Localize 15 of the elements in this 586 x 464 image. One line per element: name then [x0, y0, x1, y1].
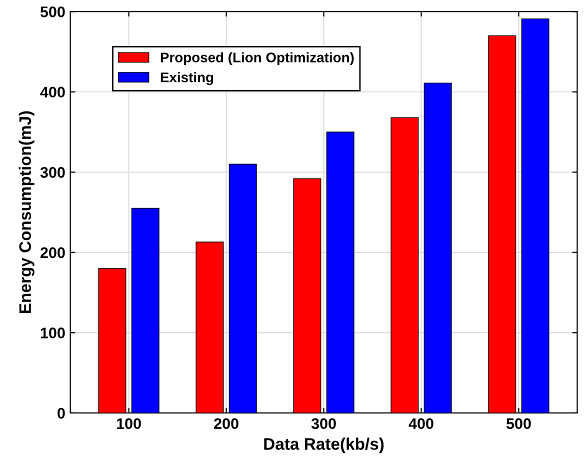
x-tick-label: 200 [214, 418, 238, 430]
x-tick-label: 400 [408, 418, 434, 430]
y-tick-label: 0 [58, 408, 65, 419]
legend-label: Existing [160, 72, 214, 86]
y-axis-title: Energy Consumption(mJ) [18, 111, 34, 314]
y-tick-label: 500 [40, 6, 65, 18]
legend-label: Proposed (Lion Optimization) [160, 52, 354, 66]
x-tick-label: 500 [506, 418, 531, 430]
x-tick-label: 100 [117, 418, 141, 430]
y-tick-label: 200 [40, 247, 65, 258]
y-tick-label: 300 [40, 167, 65, 178]
x-axis-title: Data Rate(kb/s) [264, 438, 384, 454]
y-tick-label: 100 [40, 328, 65, 338]
y-tick-label: 400 [40, 86, 65, 98]
x-tick-label: 300 [311, 418, 336, 430]
